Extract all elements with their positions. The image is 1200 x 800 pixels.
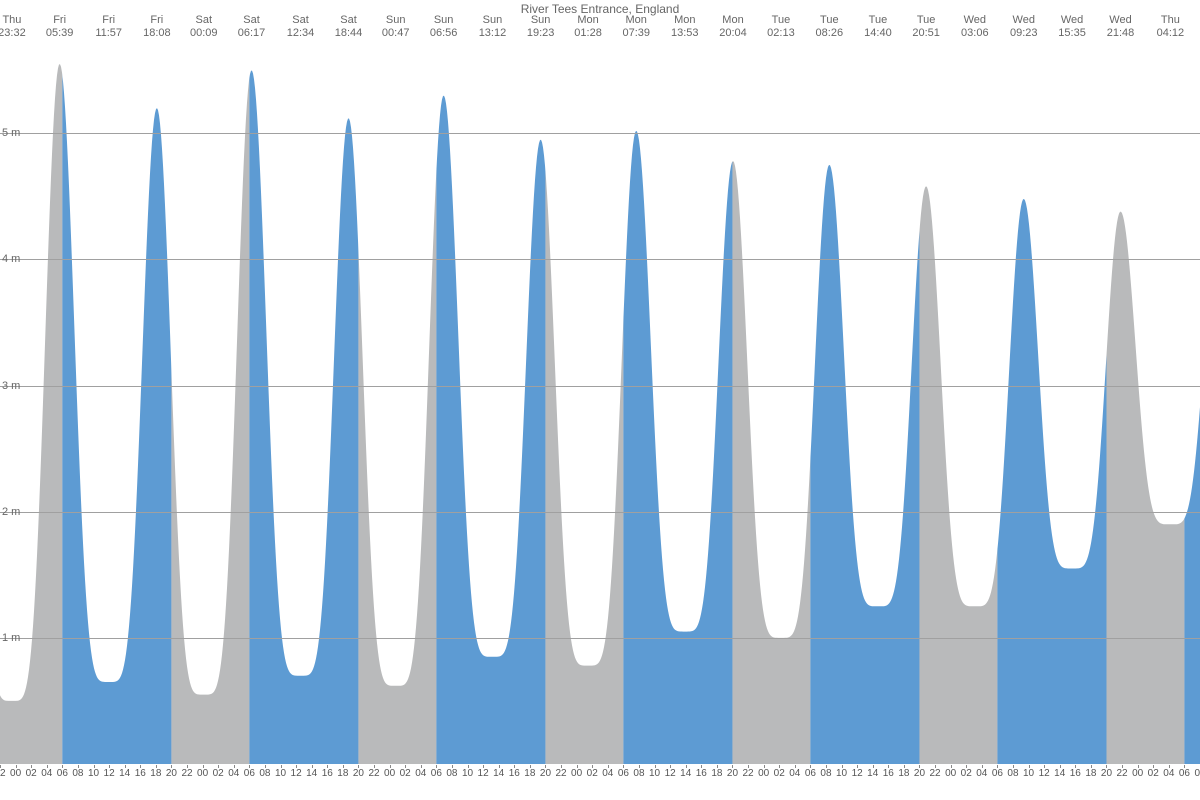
event-time: 04:12 — [1141, 27, 1199, 40]
y-tick-label: 5 m — [2, 127, 20, 139]
x-tick-label: 16 — [509, 768, 520, 779]
y-tick-label: 2 m — [2, 506, 20, 518]
x-tick-label: 16 — [883, 768, 894, 779]
x-tick-label: 00 — [1132, 768, 1143, 779]
x-tick-label: 18 — [150, 768, 161, 779]
x-tick-label: 22 — [930, 768, 941, 779]
x-tick-label: 00 — [384, 768, 395, 779]
x-tick-label: 14 — [119, 768, 130, 779]
x-tick-label: 20 — [914, 768, 925, 779]
x-tick-label: 08 — [820, 768, 831, 779]
x-tick-label: 08 — [446, 768, 457, 779]
x-tick-label: 06 — [992, 768, 1003, 779]
x-tick-label: 22 — [742, 768, 753, 779]
x-tick-label: 10 — [1023, 768, 1034, 779]
x-tick-label: 06 — [618, 768, 629, 779]
x-tick-label: 14 — [1054, 768, 1065, 779]
x-tick-label: 22 — [555, 768, 566, 779]
x-tick-label: 04 — [1163, 768, 1174, 779]
x-tick-label: 18 — [524, 768, 535, 779]
x-tick-label: 02 — [587, 768, 598, 779]
x-tick-label: 16 — [322, 768, 333, 779]
x-tick-label: 08 — [633, 768, 644, 779]
x-tick-label: 18 — [898, 768, 909, 779]
x-tick-label: 04 — [602, 768, 613, 779]
x-tick-label: 04 — [976, 768, 987, 779]
x-tick-label: 20 — [540, 768, 551, 779]
x-tick-label: 02 — [774, 768, 785, 779]
x-tick-label: 20 — [1101, 768, 1112, 779]
x-tick-label: 02 — [26, 768, 37, 779]
x-axis: 22 00 02 04 06 08 10 12 14 16 18 20 22 00 02 04 06 08 10 12… — [0, 764, 1200, 780]
x-tick-label: 12 — [291, 768, 302, 779]
event-header-row: Thu23:32Fri05:39Fri11:57Fri18:08Sat00:09… — [0, 14, 1200, 42]
x-tick-label: 12 — [104, 768, 115, 779]
x-tick-label: 00 — [945, 768, 956, 779]
x-tick-label: 16 — [1070, 768, 1081, 779]
x-tick-label: 02 — [961, 768, 972, 779]
x-tick-label: 08 — [72, 768, 83, 779]
x-tick-label: 14 — [680, 768, 691, 779]
x-tick-label: 08 — [1007, 768, 1018, 779]
tide-chart: River Tees Entrance, England Thu23:32Fri… — [0, 0, 1200, 800]
x-tick-label: 14 — [306, 768, 317, 779]
x-tick-label: 08 — [1194, 768, 1200, 779]
x-tick-label: 16 — [696, 768, 707, 779]
x-tick-label: 18 — [1085, 768, 1096, 779]
x-tick-label: 06 — [1179, 768, 1190, 779]
x-tick-label: 04 — [789, 768, 800, 779]
event-day: Thu — [1141, 14, 1199, 27]
x-tick-label: 04 — [415, 768, 426, 779]
x-tick-label: 20 — [166, 768, 177, 779]
x-tick-label: 00 — [197, 768, 208, 779]
x-tick-label: 10 — [649, 768, 660, 779]
x-tick-label: 22 — [181, 768, 192, 779]
gridline — [0, 259, 1200, 260]
x-tick-label: 12 — [478, 768, 489, 779]
x-tick-label: 06 — [431, 768, 442, 779]
x-tick-label: 02 — [213, 768, 224, 779]
event-header-cell: Thu04:12 — [1141, 14, 1199, 40]
x-tick-label: 10 — [462, 768, 473, 779]
x-tick-label: 12 — [665, 768, 676, 779]
tide-curve — [0, 45, 1200, 780]
x-tick-label: 10 — [88, 768, 99, 779]
y-tick-label: 1 m — [2, 632, 20, 644]
x-tick-label: 02 — [1148, 768, 1159, 779]
x-tick-label: 10 — [836, 768, 847, 779]
x-tick-label: 22 — [0, 768, 6, 779]
x-tick-label: 14 — [867, 768, 878, 779]
x-tick-label: 20 — [353, 768, 364, 779]
y-tick-label: 3 m — [2, 380, 20, 392]
x-tick-label: 08 — [259, 768, 270, 779]
x-tick-label: 00 — [10, 768, 21, 779]
x-tick-label: 12 — [1039, 768, 1050, 779]
x-tick-label: 06 — [57, 768, 68, 779]
x-tick-label: 02 — [400, 768, 411, 779]
x-tick-label: 00 — [571, 768, 582, 779]
gridline — [0, 638, 1200, 639]
x-tick-label: 22 — [1117, 768, 1128, 779]
x-tick-label: 20 — [727, 768, 738, 779]
gridline — [0, 512, 1200, 513]
x-tick-label: 10 — [275, 768, 286, 779]
x-tick-label: 06 — [805, 768, 816, 779]
y-tick-label: 4 m — [2, 253, 20, 265]
x-tick-label: 04 — [41, 768, 52, 779]
x-tick-label: 04 — [228, 768, 239, 779]
x-tick-label: 12 — [852, 768, 863, 779]
x-tick-label: 06 — [244, 768, 255, 779]
x-tick-label: 00 — [758, 768, 769, 779]
x-tick-label: 22 — [368, 768, 379, 779]
gridline — [0, 386, 1200, 387]
x-tick-label: 18 — [711, 768, 722, 779]
gridline — [0, 133, 1200, 134]
x-tick-label: 18 — [337, 768, 348, 779]
x-tick-label: 16 — [135, 768, 146, 779]
x-tick-label: 14 — [493, 768, 504, 779]
plot-area: 1 m 2 m 3 m 4 m 5 m 22 00 02 04 06 08 10 12 14 16 18 20… — [0, 45, 1200, 780]
